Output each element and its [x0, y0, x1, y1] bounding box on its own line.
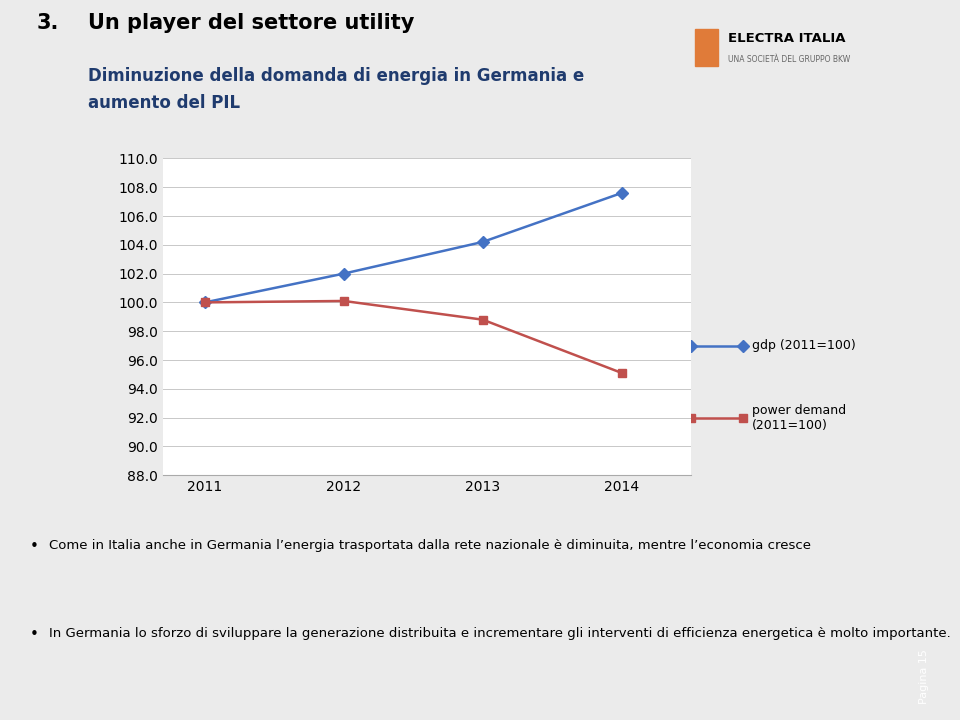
Text: Diminuzione della domanda di energia in Germania e
aumento del PIL: Diminuzione della domanda di energia in … [88, 68, 585, 112]
Text: •: • [30, 539, 38, 554]
Text: gdp (2011=100): gdp (2011=100) [752, 339, 855, 352]
Text: ELECTRA ITALIA: ELECTRA ITALIA [728, 32, 845, 45]
Text: Come in Italia anche in Germania l’energia trasportata dalla rete nazionale è di: Come in Italia anche in Germania l’energ… [49, 539, 811, 552]
Text: 3.: 3. [36, 13, 60, 33]
Text: •: • [30, 627, 38, 642]
Text: Un player del settore utility: Un player del settore utility [88, 13, 415, 33]
Text: power demand
(2011=100): power demand (2011=100) [752, 404, 846, 431]
Text: UNA SOCIETÀ DEL GRUPPO BKW: UNA SOCIETÀ DEL GRUPPO BKW [728, 55, 850, 64]
Text: In Germania lo sforzo di sviluppare la generazione distribuita e incrementare gl: In Germania lo sforzo di sviluppare la g… [49, 627, 950, 640]
Bar [695, 30, 718, 66]
Text: Pagina 15: Pagina 15 [919, 649, 928, 704]
